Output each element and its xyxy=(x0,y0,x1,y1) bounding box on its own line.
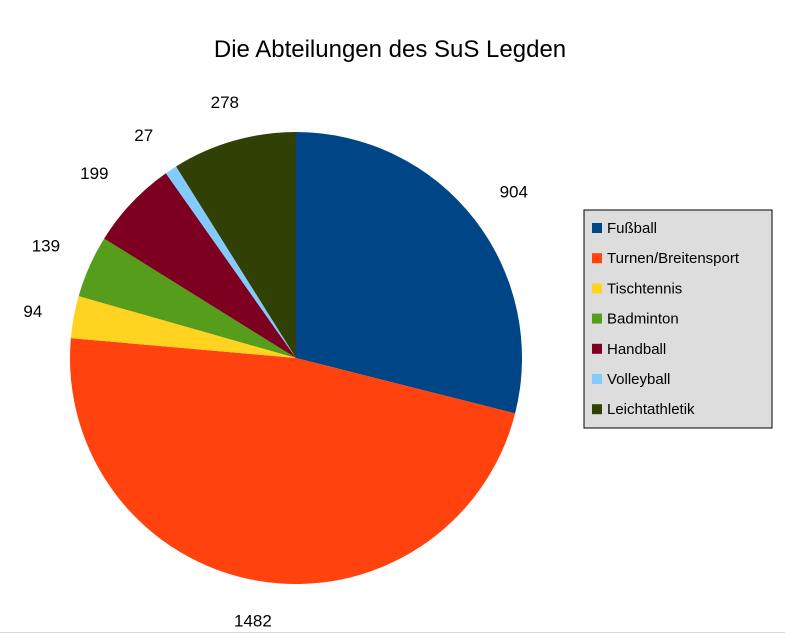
chart-title: Die Abteilungen des SuS Legden xyxy=(214,36,566,63)
data-label: 904 xyxy=(500,183,528,202)
legend-swatch xyxy=(592,283,602,294)
data-label: 139 xyxy=(32,237,60,256)
pie-slices xyxy=(69,132,523,585)
legend-items: Fußball Turnen/Breitensport Tischtennis Bad… xyxy=(592,220,740,418)
data-label: 1482 xyxy=(234,611,272,630)
pie-slice xyxy=(176,132,296,358)
legend-swatch xyxy=(592,253,602,264)
legend-label: Volleyball xyxy=(607,371,670,388)
legend-label: Turnen/Breitensport xyxy=(607,250,740,267)
pie-slice xyxy=(165,166,296,358)
legend-label: Badminton xyxy=(607,311,679,328)
pie-slice xyxy=(296,132,523,414)
data-label: 278 xyxy=(211,93,239,112)
legend-swatch xyxy=(592,374,602,384)
legend: Fußball Turnen/Breitensport Tischtennis Bad… xyxy=(583,209,773,429)
pie-slice xyxy=(69,338,516,585)
legend-swatch xyxy=(592,343,602,354)
data-label: 27 xyxy=(134,126,153,145)
legend-swatch xyxy=(592,313,602,324)
data-label: 199 xyxy=(80,164,108,183)
divider xyxy=(0,632,785,633)
pie-slice xyxy=(78,238,297,358)
pie-slice xyxy=(104,173,296,358)
pie-slice xyxy=(70,296,297,358)
legend-label: Tischtennis xyxy=(607,280,682,297)
legend-swatch xyxy=(592,404,602,415)
data-label: 94 xyxy=(23,302,42,321)
legend-label: Handball xyxy=(607,341,666,358)
legend-swatch xyxy=(592,223,602,233)
legend-label: Fußball xyxy=(607,220,657,237)
legend-label: Leichtathletik xyxy=(607,401,695,418)
data-labels: 904 1482 94 139 199 27 278 xyxy=(23,93,528,630)
legend-box xyxy=(583,209,773,429)
